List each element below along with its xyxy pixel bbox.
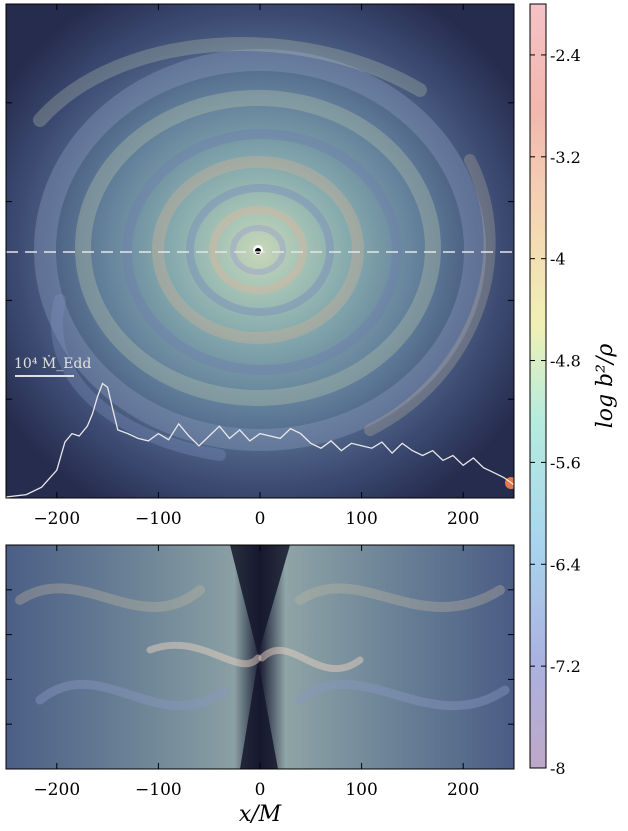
top-panel: 10⁴ Ṁ_Edd −200 −100 0 100 200 <box>5 3 515 529</box>
x-tick-label: 0 <box>255 509 266 529</box>
colorbar-ticks: -2.4 -3.2 -4 -4.8 -5.6 -6.4 -7.2 -8 <box>530 46 581 778</box>
x-axis-label: x/M <box>239 802 282 827</box>
colorbar-tick-label: -4.8 <box>550 352 581 371</box>
colorbar-label: log b²/ρ <box>593 344 618 429</box>
colorbar-gradient <box>529 3 547 769</box>
x-tick-label: −200 <box>33 509 80 529</box>
colorbar-tick-label: -5.6 <box>550 453 581 472</box>
colorbar-tick-label: -7.2 <box>550 657 581 676</box>
colorbar-tick-label: -4 <box>550 250 566 269</box>
x-tick-label: −100 <box>135 509 182 529</box>
scale-bar-label: 10⁴ Ṁ_Edd <box>14 354 91 372</box>
colorbar-tick-label: -2.4 <box>550 46 581 65</box>
x-tick-label: −200 <box>33 780 80 800</box>
colorbar: -2.4 -3.2 -4 -4.8 -5.6 -6.4 -7.2 -8 log b²/ρ <box>529 3 618 778</box>
x-tick-label: 200 <box>447 509 479 529</box>
x-tick-label: 100 <box>345 509 377 529</box>
colorbar-tick-label: -6.4 <box>550 555 581 574</box>
x-tick-label: −100 <box>135 780 182 800</box>
colorbar-tick-label: -8 <box>550 759 566 778</box>
bottom-x-ticks: −200 −100 0 100 200 <box>6 545 514 800</box>
accretion-rate-line <box>5 382 515 498</box>
x-tick-label: 200 <box>447 780 479 800</box>
scale-bar: 10⁴ Ṁ_Edd <box>14 354 91 377</box>
bottom-heatmap-image <box>6 545 514 769</box>
x-tick-label: 0 <box>255 780 266 800</box>
bottom-panel: −200 −100 0 100 200 x/M <box>5 544 515 827</box>
top-heatmap-image <box>6 4 514 498</box>
x-tick-label: 100 <box>345 780 377 800</box>
top-x-ticks: −200 −100 0 100 200 <box>6 4 514 529</box>
colorbar-tick-label: -3.2 <box>550 148 581 167</box>
